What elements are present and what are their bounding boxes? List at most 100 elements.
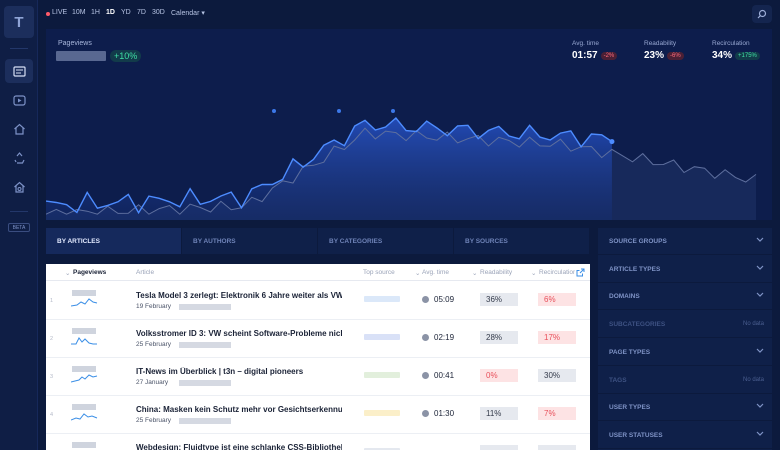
col-sort-icon[interactable]: ⌄ <box>531 270 537 277</box>
readability-pill: 36% <box>480 293 518 306</box>
pageviews-sparkline <box>71 374 98 383</box>
top-source-bar <box>364 448 400 450</box>
table-header: ⌄ Pageviews Article Top source ⌄ Avg. ti… <box>46 264 590 281</box>
filter-label: USER STATUSES <box>609 431 663 439</box>
live-dot-icon <box>46 12 50 16</box>
sidebar-divider <box>10 211 28 212</box>
timeframe-10m[interactable]: 10M <box>72 9 86 16</box>
app-logo[interactable]: T <box>4 6 34 38</box>
pageviews-label: Pageviews <box>58 40 92 47</box>
search-button[interactable] <box>752 5 772 23</box>
row-rank: 1 <box>50 298 54 304</box>
article-date: 25 February <box>136 341 172 348</box>
filter-label: PAGE TYPES <box>609 348 651 356</box>
annotation-marker[interactable] <box>337 109 341 113</box>
author-blurred <box>179 418 231 424</box>
timeframe-calendar[interactable]: Calendar ▾ <box>171 10 205 17</box>
pageviews-chart-panel: Pageviews +10% Avg. time 01:57 -2% Readab… <box>46 29 772 220</box>
timeframe-30d[interactable]: 30D <box>152 9 165 16</box>
no-data-text: No data <box>742 321 764 328</box>
chevron-down-icon <box>756 292 764 298</box>
tab-by-authors[interactable]: BY AUTHORS <box>182 228 318 254</box>
article-title-link[interactable]: Tesla Model 3 zerlegt: Elektronik 6 Jahr… <box>136 291 342 300</box>
table-row[interactable]: 4 China: Masken kein Schutz mehr vor Gesi… <box>46 396 590 434</box>
timeframe-1d[interactable]: 1D <box>106 9 115 16</box>
article-title-link[interactable]: IT-News im Überblick | t3n – digital pio… <box>136 367 304 376</box>
sidebar-item-recirculation[interactable] <box>5 146 33 170</box>
recirculation-pill: 30% <box>538 369 576 382</box>
filter-page-types[interactable]: PAGE TYPES <box>598 339 772 366</box>
author-blurred <box>179 304 231 310</box>
sidebar-item-homepage[interactable] <box>5 175 33 199</box>
metric-avg-time: Avg. time 01:57 -2% <box>572 40 618 61</box>
pageviews-sparkline <box>71 298 98 307</box>
col-sort-icon[interactable]: ⌄ <box>472 270 478 277</box>
sidebar-item-home[interactable] <box>5 117 33 141</box>
article-title-link[interactable]: Volksstromer ID 3: VW scheint Software-P… <box>136 329 342 338</box>
timeframe-live[interactable]: LIVE <box>52 9 68 16</box>
tab-by-sources[interactable]: BY SOURCES <box>454 228 590 254</box>
avg-time-value: 02:19 <box>434 333 455 342</box>
sidebar-item-articles[interactable] <box>5 59 33 83</box>
home-refresh-icon <box>13 181 25 193</box>
recirculation-pill <box>538 445 576 450</box>
article-title-link[interactable]: China: Masken kein Schutz mehr vor Gesic… <box>136 405 342 414</box>
table-row[interactable]: 1 Tesla Model 3 zerlegt: Elektronik 6 Jah… <box>46 282 590 320</box>
top-source-bar <box>364 296 400 302</box>
top-source-bar <box>364 410 400 416</box>
filter-label: SOURCE GROUPS <box>609 238 667 245</box>
table-row[interactable]: 2 Volksstromer ID 3: VW scheint Software-… <box>46 320 590 358</box>
pageviews-value-blurred <box>72 442 96 448</box>
recirculation-pill: 6% <box>538 293 576 306</box>
col-readability[interactable]: Readability <box>480 269 513 276</box>
tab-by-categories[interactable]: BY CATEGORIES <box>318 228 454 254</box>
filter-label: USER TYPES <box>609 404 651 412</box>
author-blurred <box>179 342 231 348</box>
row-rank: 3 <box>50 374 54 380</box>
table-row[interactable]: 3 IT-News im Überblick | t3n – digital pi… <box>46 358 590 396</box>
metric-label: Recirculation <box>712 40 750 47</box>
filter-source-groups[interactable]: SOURCE GROUPS <box>598 228 772 255</box>
tab-by-articles[interactable]: BY ARTICLES <box>46 228 182 254</box>
sort-desc-icon[interactable]: ⌄ <box>65 270 71 277</box>
home-icon <box>13 123 25 135</box>
filter-label: SUBCATEGORIES <box>609 321 666 329</box>
external-link-icon[interactable] <box>576 268 585 277</box>
metric-change-badge: +175% <box>735 52 760 60</box>
avg-time-value: 01:30 <box>434 409 455 418</box>
avg-time-value: 05:09 <box>434 295 455 304</box>
col-avg-time[interactable]: Avg. time <box>422 269 449 276</box>
timeframe-yd[interactable]: YD <box>121 9 131 16</box>
timeframe-1h[interactable]: 1H <box>91 9 100 16</box>
col-sort-icon[interactable]: ⌄ <box>415 270 421 277</box>
annotation-marker[interactable] <box>391 109 395 113</box>
filter-user-statuses[interactable]: USER STATUSES <box>598 422 772 449</box>
sidebar-divider <box>10 48 28 49</box>
list-icon <box>12 65 26 77</box>
col-pageviews[interactable]: Pageviews <box>73 269 107 276</box>
annotation-marker[interactable] <box>272 109 276 113</box>
filter-user-types[interactable]: USER TYPES <box>598 394 772 422</box>
table-row[interactable]: 5Webdesign: Fluidtype ist eine schlanke … <box>46 434 590 450</box>
current-point-marker[interactable] <box>609 139 615 145</box>
pageviews-value-blurred <box>72 290 96 296</box>
filter-article-types[interactable]: ARTICLE TYPES <box>598 256 772 283</box>
pageviews-area-chart[interactable] <box>46 89 772 220</box>
pageviews-value-blurred <box>72 404 96 410</box>
filter-domains[interactable]: DOMAINS <box>598 283 772 311</box>
col-recirculation[interactable]: Recirculation <box>539 269 575 276</box>
comparison-line <box>46 127 757 215</box>
pageviews-sparkline <box>71 337 97 345</box>
timeframe-7d[interactable]: 7D <box>137 9 146 16</box>
col-article: Article <box>136 269 155 276</box>
filter-label: ARTICLE TYPES <box>609 265 661 273</box>
top-source-bar <box>364 334 400 340</box>
article-title-link[interactable]: Webdesign: Fluidtype ist eine schlanke C… <box>136 443 342 450</box>
metric-value: 34% <box>712 50 733 61</box>
sidebar-item-video[interactable] <box>5 88 33 112</box>
col-top-source[interactable]: Top source <box>363 269 395 276</box>
pageviews-sparkline <box>71 413 98 421</box>
metric-recirculation: Recirculation 34% +175% <box>712 40 760 61</box>
search-icon <box>757 9 767 19</box>
filter-label: DOMAINS <box>609 293 640 301</box>
